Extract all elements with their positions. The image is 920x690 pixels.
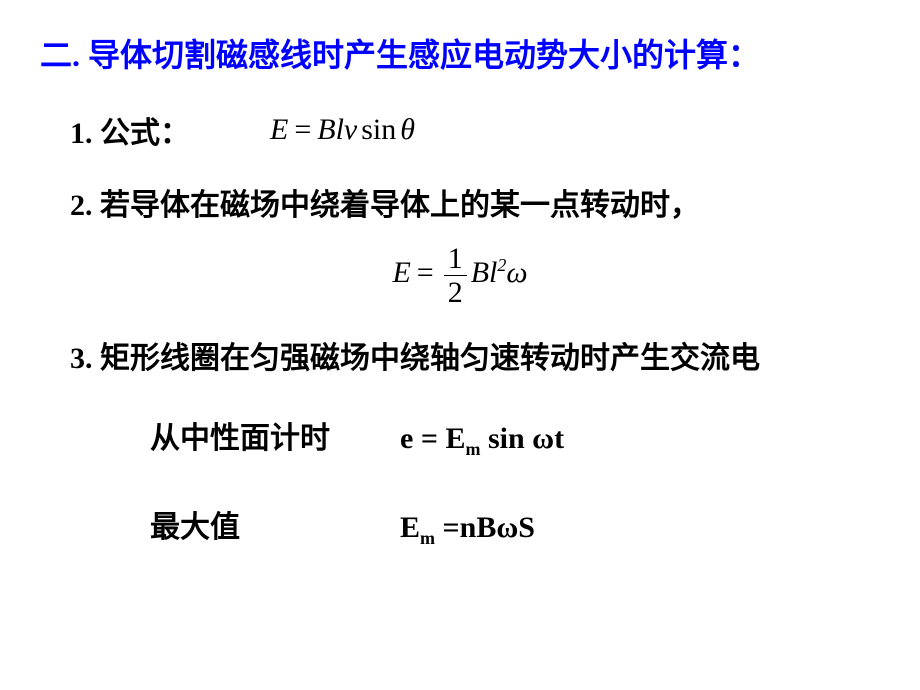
op-eq2: = [411, 256, 440, 289]
item-2-label: 2. 若导体在磁场中绕着导体上的某一点转动时， [40, 180, 880, 224]
sub-2: 最大值 Em =nBωS [40, 502, 880, 549]
var-B: B [317, 113, 335, 146]
item-1-label: 1. 公式： [70, 108, 190, 152]
var-Em: E [445, 422, 465, 455]
var-E2: E [392, 256, 410, 289]
sub-m: m [465, 439, 480, 459]
var-E: E [270, 113, 288, 146]
formula-4: Em =nBωS [400, 511, 535, 549]
op-eq: = [288, 113, 317, 146]
section-title: 二. 导体切割磁感线时产生感应电动势大小的计算： [40, 30, 880, 76]
fraction: 12 [444, 242, 467, 309]
var-omega: ω [506, 256, 527, 289]
var-omega2: ω [532, 422, 554, 455]
var-l: l [336, 113, 344, 146]
var-n: n [460, 511, 477, 544]
var-B2: B [471, 256, 489, 289]
var-theta: θ [400, 113, 415, 146]
formula-1: E=Blvsinθ [270, 113, 415, 147]
sub-1-label: 从中性面计时 [150, 413, 400, 457]
var-S: S [518, 511, 535, 544]
exp-2: 2 [497, 255, 506, 275]
formula-3: e = Em sin ωt [400, 422, 564, 460]
op-eq4: = [435, 511, 460, 544]
op-eq3: = [413, 422, 445, 455]
formula-2: E=12Bl2ω [392, 256, 527, 289]
sub-m2: m [420, 528, 435, 548]
formula-2-wrap: E=12Bl2ω [40, 242, 880, 309]
var-Em2: E [400, 511, 420, 544]
fn-sin: sin [361, 113, 396, 146]
item-3-label: 3. 矩形线圈在匀强磁场中绕轴匀速转动时产生交流电 [40, 333, 880, 377]
var-B3: B [476, 511, 496, 544]
sub-1: 从中性面计时 e = Em sin ωt [40, 413, 880, 460]
sp [480, 422, 488, 455]
var-v: v [344, 113, 357, 146]
sub-2-label: 最大值 [150, 502, 400, 546]
var-omega3: ω [496, 511, 518, 544]
fn-sin2: sin [488, 422, 532, 455]
item-1: 1. 公式： E=Blvsinθ [40, 108, 880, 152]
var-t: t [554, 422, 564, 455]
frac-den: 2 [444, 276, 467, 309]
frac-num: 1 [444, 242, 467, 276]
var-e: e [400, 422, 413, 455]
